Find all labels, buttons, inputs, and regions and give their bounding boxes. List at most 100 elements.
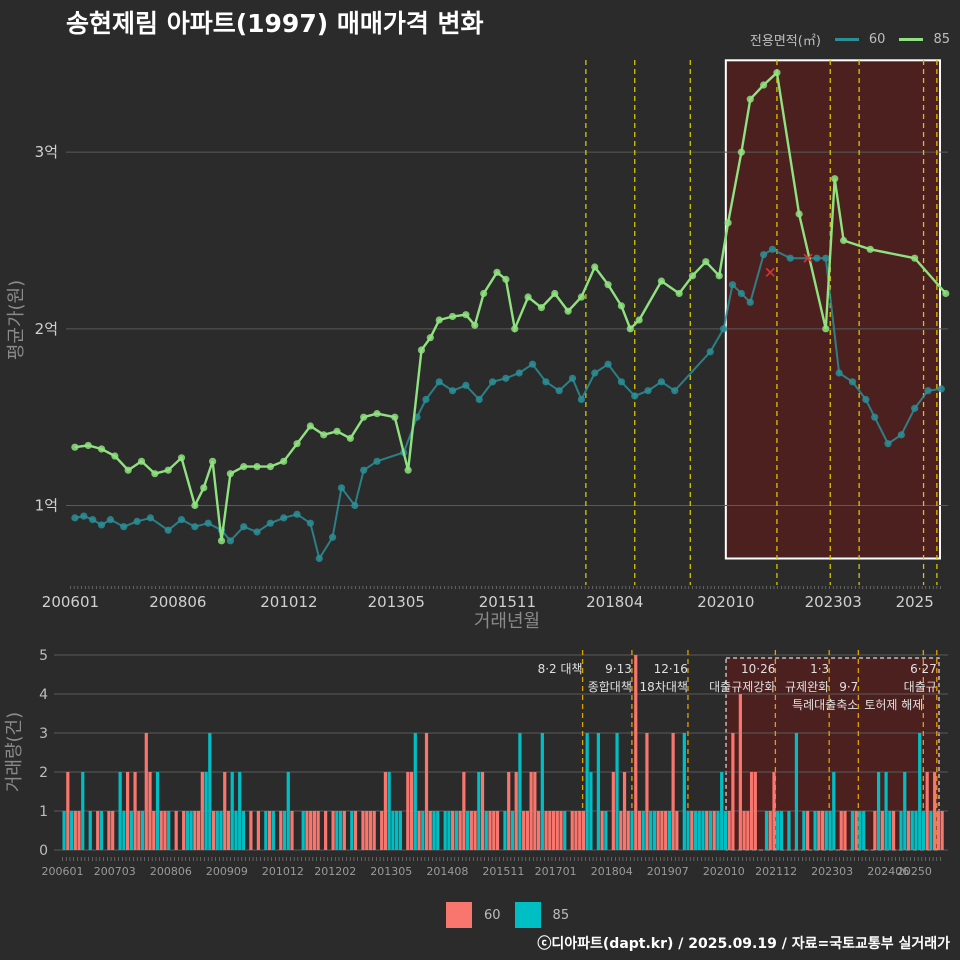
volume-bar xyxy=(776,811,780,850)
data-point-85 xyxy=(617,302,626,310)
volume-bar xyxy=(832,772,836,850)
volume-bar xyxy=(417,811,421,850)
volume-bar xyxy=(69,811,74,850)
volume-bar xyxy=(787,811,791,850)
data-point-60 xyxy=(71,514,79,522)
data-point-60 xyxy=(542,378,550,386)
data-point-60 xyxy=(253,528,261,536)
volume-bar xyxy=(282,811,287,850)
volume-bar xyxy=(406,772,410,850)
volume-bar xyxy=(267,811,272,850)
data-point-85 xyxy=(391,413,399,421)
volume-bar xyxy=(649,811,653,850)
x-axis-title: 거래년월 xyxy=(474,611,540,632)
legend-top: 전용면적(㎡) 60 85 xyxy=(750,30,950,49)
x-tick-label-bottom: 201511 xyxy=(482,865,524,878)
volume-bar xyxy=(701,811,705,850)
volume-bar xyxy=(305,811,309,850)
volume-bar xyxy=(436,811,440,850)
y-tick-label: 1억 xyxy=(35,497,58,515)
data-point-60 xyxy=(337,484,346,492)
volume-bar xyxy=(219,811,223,850)
legend-swatch-60 xyxy=(834,38,859,41)
x-tick-label-bottom: 201408 xyxy=(426,865,468,878)
data-point-60 xyxy=(848,378,857,386)
legend-bottom: 60 85 xyxy=(446,902,569,928)
volume-bar xyxy=(428,811,432,850)
volume-bar xyxy=(585,733,589,850)
volume-bar xyxy=(353,811,358,850)
volume-bar xyxy=(238,772,242,850)
volume-bar xyxy=(731,733,735,850)
policy-annotation: 6·27 xyxy=(910,662,937,676)
x-tick-label: 202010 xyxy=(697,593,754,611)
data-point-85 xyxy=(426,334,434,342)
policy-annotation: 규제완화 xyxy=(785,680,829,694)
volume-bar xyxy=(888,811,892,850)
data-point-85 xyxy=(822,325,830,333)
data-point-85 xyxy=(280,457,288,465)
volume-bar xyxy=(413,733,417,850)
volume-bar xyxy=(570,811,574,850)
volume-bar xyxy=(727,811,731,850)
volume-bar xyxy=(671,733,675,850)
data-point-60 xyxy=(737,289,745,298)
volume-bar xyxy=(925,772,929,850)
volume-bar xyxy=(921,811,926,850)
data-point-60 xyxy=(240,523,248,531)
volume-bar xyxy=(507,772,511,850)
volume-bar xyxy=(828,811,832,850)
volume-bar xyxy=(279,811,283,850)
volume-bar xyxy=(634,655,638,850)
volume-bar xyxy=(559,811,563,850)
volume-bar xyxy=(675,811,679,850)
data-point-85 xyxy=(471,321,479,329)
data-point-85 xyxy=(71,443,79,451)
data-point-60 xyxy=(204,519,212,527)
data-point-85 xyxy=(97,445,106,453)
volume-bar xyxy=(820,811,825,850)
data-point-60 xyxy=(604,360,612,368)
data-point-85 xyxy=(577,293,586,301)
data-point-60 xyxy=(746,298,754,306)
volume-bar xyxy=(185,811,189,850)
x-tick-label-bottom: 201804 xyxy=(591,865,633,878)
volume-bar xyxy=(746,811,750,850)
data-point-60 xyxy=(577,395,586,404)
data-point-60 xyxy=(706,348,714,356)
volume-bar xyxy=(365,811,369,850)
volume-bar xyxy=(447,811,451,850)
volume-bar xyxy=(111,811,115,850)
volume-bar xyxy=(664,811,668,850)
y-tick-label-bottom: 1 xyxy=(39,804,48,820)
volume-bar xyxy=(249,811,253,850)
data-point-60 xyxy=(760,251,768,259)
volume-bar xyxy=(850,811,855,850)
volume-bar xyxy=(910,811,914,850)
data-point-85 xyxy=(404,466,412,474)
volume-bar xyxy=(738,694,742,850)
volume-bar xyxy=(159,811,163,850)
volume-bar xyxy=(451,811,455,850)
data-point-60 xyxy=(328,533,337,541)
data-point-60 xyxy=(631,392,639,400)
volume-bar xyxy=(107,811,111,850)
volume-bar xyxy=(503,811,507,850)
data-point-60 xyxy=(462,381,470,389)
volume-bar xyxy=(604,811,608,850)
volume-bar xyxy=(66,772,70,850)
data-point-85 xyxy=(293,440,301,448)
legend-bottom-label-60: 60 xyxy=(484,907,501,923)
x-tick-label-bottom: 200601 xyxy=(41,865,83,878)
volume-bar xyxy=(424,733,429,850)
data-point-60 xyxy=(720,325,728,333)
y-axis-title-bottom: 거래량(건) xyxy=(4,712,25,792)
policy-annotation: 대출규 xyxy=(904,680,937,694)
legend-swatch-85 xyxy=(899,38,924,41)
data-point-60 xyxy=(164,526,172,534)
volume-bar xyxy=(537,811,541,850)
volume-bar xyxy=(600,811,604,850)
x-tick-label-bottom: 201907 xyxy=(647,865,689,878)
data-point-60 xyxy=(448,387,457,395)
data-point-85 xyxy=(773,69,781,77)
